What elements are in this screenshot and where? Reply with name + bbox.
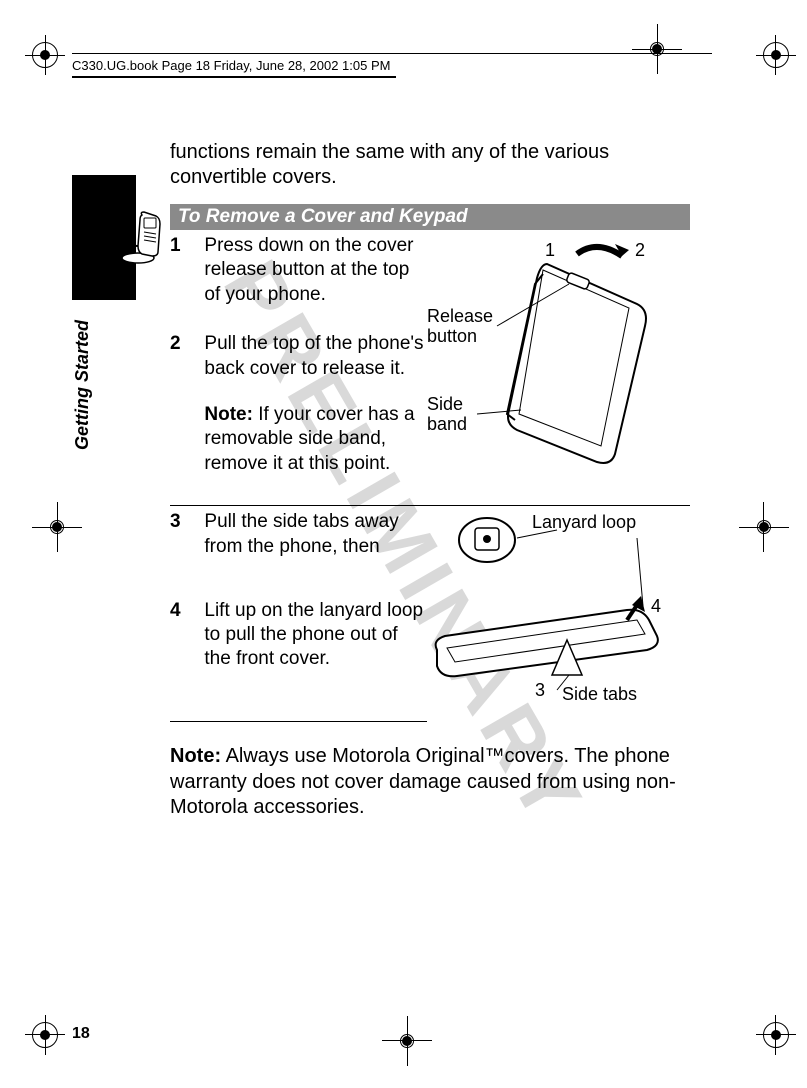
d2-sidetabs: Side tabs — [562, 684, 637, 704]
footer-note-bold: Note: — [170, 745, 221, 767]
step-3-text: Pull the side tabs away from the phone, … — [204, 506, 427, 595]
diagram-1: 1 2 Release button Side band — [427, 230, 690, 506]
step-2-num: 2 — [170, 328, 204, 397]
footer-note-text: Always use Motorola Original™covers. The… — [170, 745, 676, 818]
d2-lanyard: Lanyard loop — [532, 512, 636, 532]
step-2-text: Pull the top of the phone's back cover t… — [204, 328, 427, 397]
d1-side-1: Side — [427, 394, 463, 414]
page-number: 18 — [72, 1025, 90, 1043]
intro-text: functions remain the same with any of th… — [170, 140, 690, 190]
step-2-note: Note: If your cover has a removable side… — [204, 397, 427, 506]
d2-label-3: 3 — [535, 680, 545, 700]
footer-note: Note: Always use Motorola Original™cover… — [170, 744, 690, 821]
step-1-text: Press down on the cover release button a… — [204, 230, 427, 328]
step-1-num: 1 — [170, 230, 204, 328]
step-4-text: Lift up on the lanyard loop to pull the … — [204, 595, 427, 722]
d1-label-2: 2 — [635, 240, 645, 260]
step-3-num: 3 — [170, 506, 204, 595]
section-title: To Remove a Cover and Keypad — [170, 204, 690, 230]
d1-release-1: Release — [427, 306, 493, 326]
page-header: C330.UG.book Page 18 Friday, June 28, 20… — [72, 55, 396, 78]
phone-illustration-icon — [120, 210, 170, 265]
step-4-num: 4 — [170, 595, 204, 722]
header-rule-top — [72, 53, 712, 54]
d1-label-1: 1 — [545, 240, 555, 260]
steps-table: 1 Press down on the cover release button… — [170, 230, 690, 722]
section-side-label: Getting Started — [72, 320, 93, 450]
d1-release-2: button — [427, 326, 477, 346]
diagram-2: Lanyard loop 4 3 Side tabs — [427, 506, 690, 722]
d1-side-2: band — [427, 414, 467, 434]
d2-label-4: 4 — [651, 596, 661, 616]
